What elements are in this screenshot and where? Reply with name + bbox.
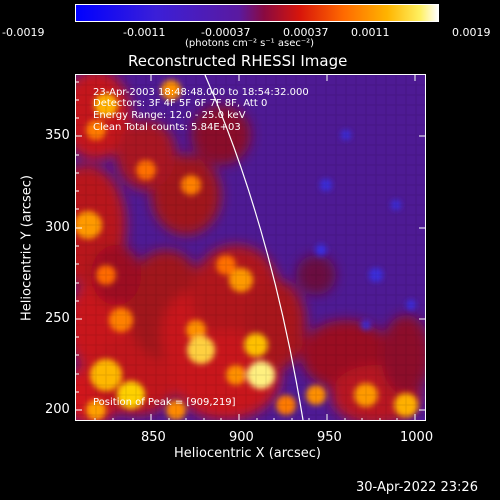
info-energy-range: Energy Range: 12.0 - 25.0 keV <box>93 110 246 121</box>
y-tick-250: 250 <box>45 311 70 326</box>
y-axis-label: Heliocentric Y (arcsec) <box>19 175 35 321</box>
colorbar-tick-4: 0.0011 <box>351 26 390 39</box>
x-tick-950: 950 <box>317 430 342 445</box>
plot-title: Reconstructed RHESSI Image <box>128 52 348 70</box>
y-tick-350: 350 <box>45 128 70 143</box>
solar-limb-line <box>204 75 304 420</box>
colorbar-tick-2: -0.00037 <box>201 26 251 39</box>
x-tick-850: 850 <box>141 430 166 445</box>
pixel-grid <box>76 75 425 420</box>
info-time-range: 23-Apr-2003 18:48:48.000 to 18:54:32.000 <box>93 87 309 98</box>
colorbar-tick-5: 0.0019 <box>452 26 491 39</box>
peak-position-label: Position of Peak = [909,219] <box>93 397 236 408</box>
colorbar-tick-3: 0.00037 <box>283 26 329 39</box>
info-clean-counts: Clean Total counts: 5.84E+03 <box>93 122 241 133</box>
footer-timestamp: 30-Apr-2022 23:26 <box>356 480 478 495</box>
y-tick-200: 200 <box>45 402 70 417</box>
colorbar-gradient <box>76 5 438 21</box>
info-detectors: Detectors: 3F 4F 5F 6F 7F 8F, Att 0 <box>93 98 268 109</box>
x-axis-label: Heliocentric X (arcsec) <box>174 446 321 461</box>
x-tick-1000: 1000 <box>400 430 434 445</box>
colorbar-tick-0: -0.0019 <box>2 26 45 39</box>
colorbar-tick-1: -0.0011 <box>123 26 166 39</box>
colorbar-units-label: (photons cm⁻² s⁻¹ asec⁻²) <box>185 38 315 49</box>
y-tick-300: 300 <box>45 220 70 235</box>
x-tick-900: 900 <box>229 430 254 445</box>
colorbar <box>75 4 439 22</box>
rhessi-image <box>75 74 426 421</box>
heatmap-canvas <box>76 75 425 420</box>
